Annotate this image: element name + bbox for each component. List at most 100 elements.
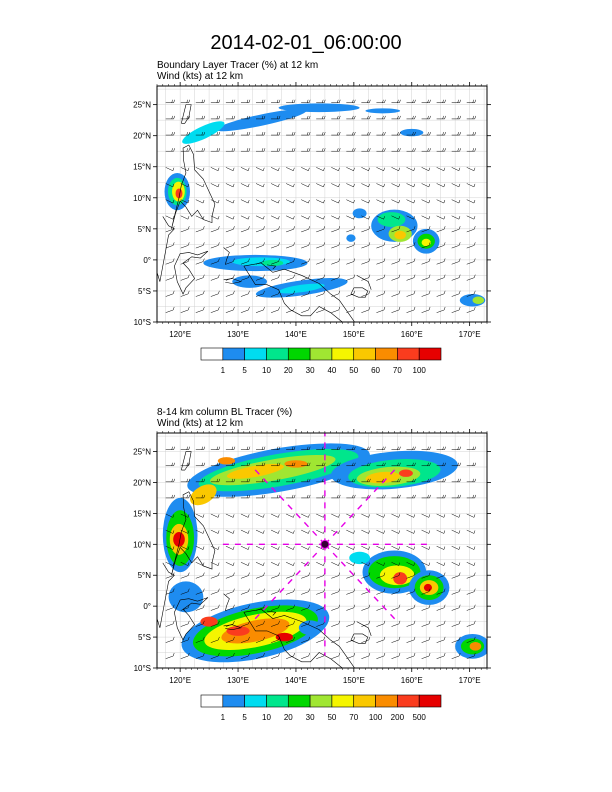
wind-barb xyxy=(376,588,386,595)
wind-barb xyxy=(270,572,280,579)
wind-barb xyxy=(301,588,310,595)
wind-barb xyxy=(316,562,325,566)
wind-barb xyxy=(466,652,476,659)
wind-barb xyxy=(210,572,220,579)
wind-barb xyxy=(270,258,280,265)
wind-barb xyxy=(271,478,281,483)
wind-barb xyxy=(361,215,370,220)
wind-barb xyxy=(451,588,461,595)
wind-barb xyxy=(331,131,341,136)
wind-barb xyxy=(451,494,461,499)
wind-barb xyxy=(225,242,235,249)
wind-barb xyxy=(346,462,356,467)
wind-barb xyxy=(391,562,400,566)
wind-barb xyxy=(361,446,371,450)
wind-barb xyxy=(346,290,356,297)
wind-barb xyxy=(180,636,190,643)
wind-barb xyxy=(316,131,326,136)
wind-barb xyxy=(376,636,386,643)
wind-barb xyxy=(346,620,356,627)
wind-barb xyxy=(225,274,235,281)
y-tick-label: 25°N xyxy=(133,101,151,110)
colorbar-cell xyxy=(222,694,245,708)
wind-barb xyxy=(406,529,416,534)
y-tick-label: 10°S xyxy=(134,664,151,673)
wind-barb xyxy=(195,446,206,450)
coastline xyxy=(356,275,372,290)
wind-barb xyxy=(331,588,341,595)
wind-barb xyxy=(421,306,431,313)
wind-barb xyxy=(285,215,295,220)
wind-barb xyxy=(436,131,446,136)
wind-barb xyxy=(285,183,295,188)
wind-barb xyxy=(316,258,325,265)
wind-barb xyxy=(391,274,401,281)
wind-barb xyxy=(240,620,250,627)
wind-barb xyxy=(301,604,310,611)
wind-barb xyxy=(376,446,386,450)
wind-barb xyxy=(255,199,265,204)
wind-barb xyxy=(421,242,431,249)
wind-barb xyxy=(391,462,401,467)
wind-barb xyxy=(376,562,385,566)
wind-barb xyxy=(240,545,250,550)
wind-barb xyxy=(210,494,221,499)
wind-barb xyxy=(346,115,356,120)
wind-barb xyxy=(331,529,340,534)
wind-barb xyxy=(331,306,341,313)
wind-barb xyxy=(466,588,476,595)
wind-barb xyxy=(436,242,446,249)
wind-barb xyxy=(406,258,416,265)
wind-barb xyxy=(210,636,220,643)
wind-barb xyxy=(406,290,416,297)
wind-barb xyxy=(346,588,356,595)
wind-barb xyxy=(165,494,175,499)
wind-barb xyxy=(346,131,356,136)
wind-barb xyxy=(346,636,356,643)
wind-barb xyxy=(436,562,446,566)
wind-barb xyxy=(270,274,280,281)
wind-barb xyxy=(346,306,356,313)
wind-barb xyxy=(270,620,280,627)
wind-barb xyxy=(376,258,386,265)
wind-barb xyxy=(255,274,265,281)
wind-barb xyxy=(451,545,461,550)
wind-barb xyxy=(421,529,431,534)
coastline xyxy=(181,451,192,471)
wind-barb xyxy=(361,604,371,611)
wind-barb xyxy=(180,199,190,204)
tracer-contour xyxy=(469,642,482,651)
wind-barb xyxy=(391,148,401,152)
wind-barb xyxy=(391,290,401,297)
colorbar-label: 50 xyxy=(327,713,336,722)
wind-barb xyxy=(331,226,341,233)
wind-barb xyxy=(331,115,341,120)
wind-barb xyxy=(406,183,416,188)
wind-barb xyxy=(285,167,295,171)
coastline xyxy=(243,608,355,668)
y-tick-label: 20°N xyxy=(133,132,151,141)
wind-barb xyxy=(451,529,461,534)
wind-barb xyxy=(210,99,221,104)
tracer-contour xyxy=(421,238,431,247)
wind-barb xyxy=(316,115,326,120)
wind-barb xyxy=(301,562,310,566)
wind-barb xyxy=(391,545,400,550)
wind-barb xyxy=(165,115,175,120)
wind-barb xyxy=(466,274,476,281)
wind-barb xyxy=(316,290,325,297)
wind-barb xyxy=(391,215,400,220)
wind-barb xyxy=(165,290,175,297)
wind-barb xyxy=(270,183,280,188)
wind-barb xyxy=(240,306,250,313)
wind-barb xyxy=(255,588,265,595)
wind-barb xyxy=(240,572,250,579)
wind-barb xyxy=(406,636,416,643)
coastline xyxy=(223,593,230,612)
wind-barb xyxy=(271,131,281,136)
wind-barb xyxy=(270,513,280,518)
wind-barb xyxy=(361,115,371,120)
wind-barb xyxy=(361,290,371,297)
wind-barb xyxy=(180,588,190,595)
wind-barb xyxy=(301,513,310,518)
